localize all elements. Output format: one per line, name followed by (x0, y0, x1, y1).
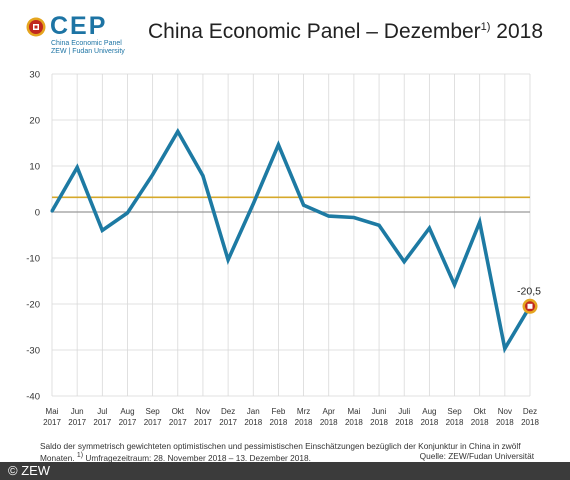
x-tick-label-month: Mai (347, 407, 360, 416)
last-value-label: -20,5 (517, 285, 541, 297)
x-tick-label-year: 2017 (219, 418, 237, 427)
cep-logo: CEP China Economic Panel ZEW | Fudan Uni… (24, 12, 144, 55)
data-point (302, 203, 306, 207)
x-tick-label-year: 2018 (270, 418, 288, 427)
x-tick-label-year: 2017 (119, 418, 137, 427)
logo-name: CEP (50, 12, 108, 40)
x-tick-label-month: Apr (323, 407, 336, 416)
footnote-line-2-text: Monaten. (40, 452, 75, 463)
footnote-line-2: Monaten. 1) Umfragezeitraum: 28. Novembe… (40, 451, 311, 463)
x-tick-label-year: 2018 (496, 418, 514, 427)
x-tick-label-month: Mai (46, 407, 59, 416)
x-tick-label-month: Aug (422, 407, 436, 416)
data-point (478, 220, 482, 224)
x-tick-label-year: 2018 (295, 418, 313, 427)
x-tick-label-month: Nov (498, 407, 512, 416)
data-point (352, 216, 356, 220)
x-tick-label-month: Okt (172, 407, 185, 416)
logo-subtitle-1: China Economic Panel (51, 40, 122, 47)
logo-subtitle-2: ZEW | Fudan University (51, 48, 125, 55)
data-point (201, 174, 205, 178)
x-tick-label-year: 2018 (446, 418, 464, 427)
data-point (75, 165, 79, 169)
x-tick-label-year: 2017 (144, 418, 162, 427)
x-tick-label-month: Okt (473, 407, 486, 416)
data-point (327, 214, 331, 218)
x-tick-label-month: Jul (97, 407, 107, 416)
x-tick-label-month: Juni (372, 407, 387, 416)
data-point (453, 283, 457, 287)
x-tick-label-year: 2018 (345, 418, 363, 427)
x-tick-label-month: Dez (221, 407, 235, 416)
data-point (125, 211, 129, 215)
x-tick-label-year: 2018 (420, 418, 438, 427)
chart-title-year: 2018 (490, 20, 544, 43)
data-point (50, 209, 54, 213)
x-tick-label-month: Dez (523, 407, 537, 416)
data-point (402, 260, 406, 264)
footnote-survey-period: Umfragezeitraum: 28. November 2018 – 13.… (83, 452, 311, 463)
last-point-marker-center (527, 303, 533, 309)
grid-layer (51, 73, 531, 397)
x-tick-label-month: Sep (146, 407, 161, 416)
y-tick-label: -40 (26, 392, 40, 403)
y-tick-label: 20 (29, 116, 40, 127)
data-point (100, 228, 104, 232)
y-tick-label: -20 (26, 300, 40, 311)
chart-title-main: China Economic Panel – Dezember (148, 20, 481, 43)
x-tick-label-year: 2018 (521, 418, 539, 427)
cep-badge-icon (26, 17, 46, 37)
footnote-marker: 1) (76, 452, 84, 459)
series-layer (50, 127, 538, 354)
x-tick-label-year: 2018 (320, 418, 338, 427)
tick-label-layer: 30 20 10 0 -10 -20 -30 -40 -20,5 Mai 2017 Jun 2017 Ju… (26, 70, 541, 428)
x-tick-label-month: Jan (247, 407, 260, 416)
x-tick-label-month: Feb (272, 407, 286, 416)
footnote: Saldo der symmetrisch gewichteten optimi… (40, 441, 560, 463)
x-tick-label-year: 2017 (93, 418, 111, 427)
x-tick-label-year: 2018 (244, 418, 262, 427)
x-tick-label-year: 2018 (395, 418, 413, 427)
data-point (427, 226, 431, 230)
footnote-line-1: Saldo der symmetrisch gewichteten optimi… (40, 441, 521, 451)
x-tick-label-year: 2017 (43, 418, 61, 427)
x-tick-label-month: Nov (196, 407, 210, 416)
x-tick-label-year: 2017 (68, 418, 86, 427)
y-tick-label: -30 (26, 346, 40, 357)
data-point (176, 130, 180, 133)
data-point (151, 173, 155, 177)
data-point (251, 202, 255, 206)
x-tick-label-month: Juli (398, 407, 410, 416)
x-tick-label-year: 2017 (169, 418, 187, 427)
footnote-source: Quelle: ZEW/Fudan Universität (419, 451, 534, 461)
line-chart: 30 20 10 0 -10 -20 -30 -40 -20,5 Mai 2017 Jun 2017 Ju… (26, 70, 541, 428)
data-point (276, 143, 280, 147)
data-point (377, 223, 381, 227)
x-tick-label-month: Sep (447, 407, 462, 416)
reference-layer (52, 196, 530, 213)
x-tick-label-year: 2018 (471, 418, 489, 427)
y-tick-label: 10 (29, 162, 40, 173)
chart-title: China Economic Panel – Dezember1) 2018 (148, 20, 543, 44)
x-tick-label-year: 2018 (370, 418, 388, 427)
x-tick-label-year: 2017 (194, 418, 212, 427)
x-tick-label-month: Mrz (297, 407, 310, 416)
copyright-bar: © ZEW (0, 462, 570, 480)
chart-title-footnote-marker: 1) (480, 21, 491, 33)
series-line (50, 127, 532, 354)
data-point (226, 258, 230, 262)
x-tick-label-month: Aug (120, 407, 134, 416)
x-tick-label-month: Jun (71, 407, 84, 416)
y-tick-label: 30 (29, 70, 40, 81)
y-tick-label: 0 (35, 208, 40, 219)
data-point (503, 347, 507, 351)
y-tick-label: -10 (26, 254, 40, 265)
